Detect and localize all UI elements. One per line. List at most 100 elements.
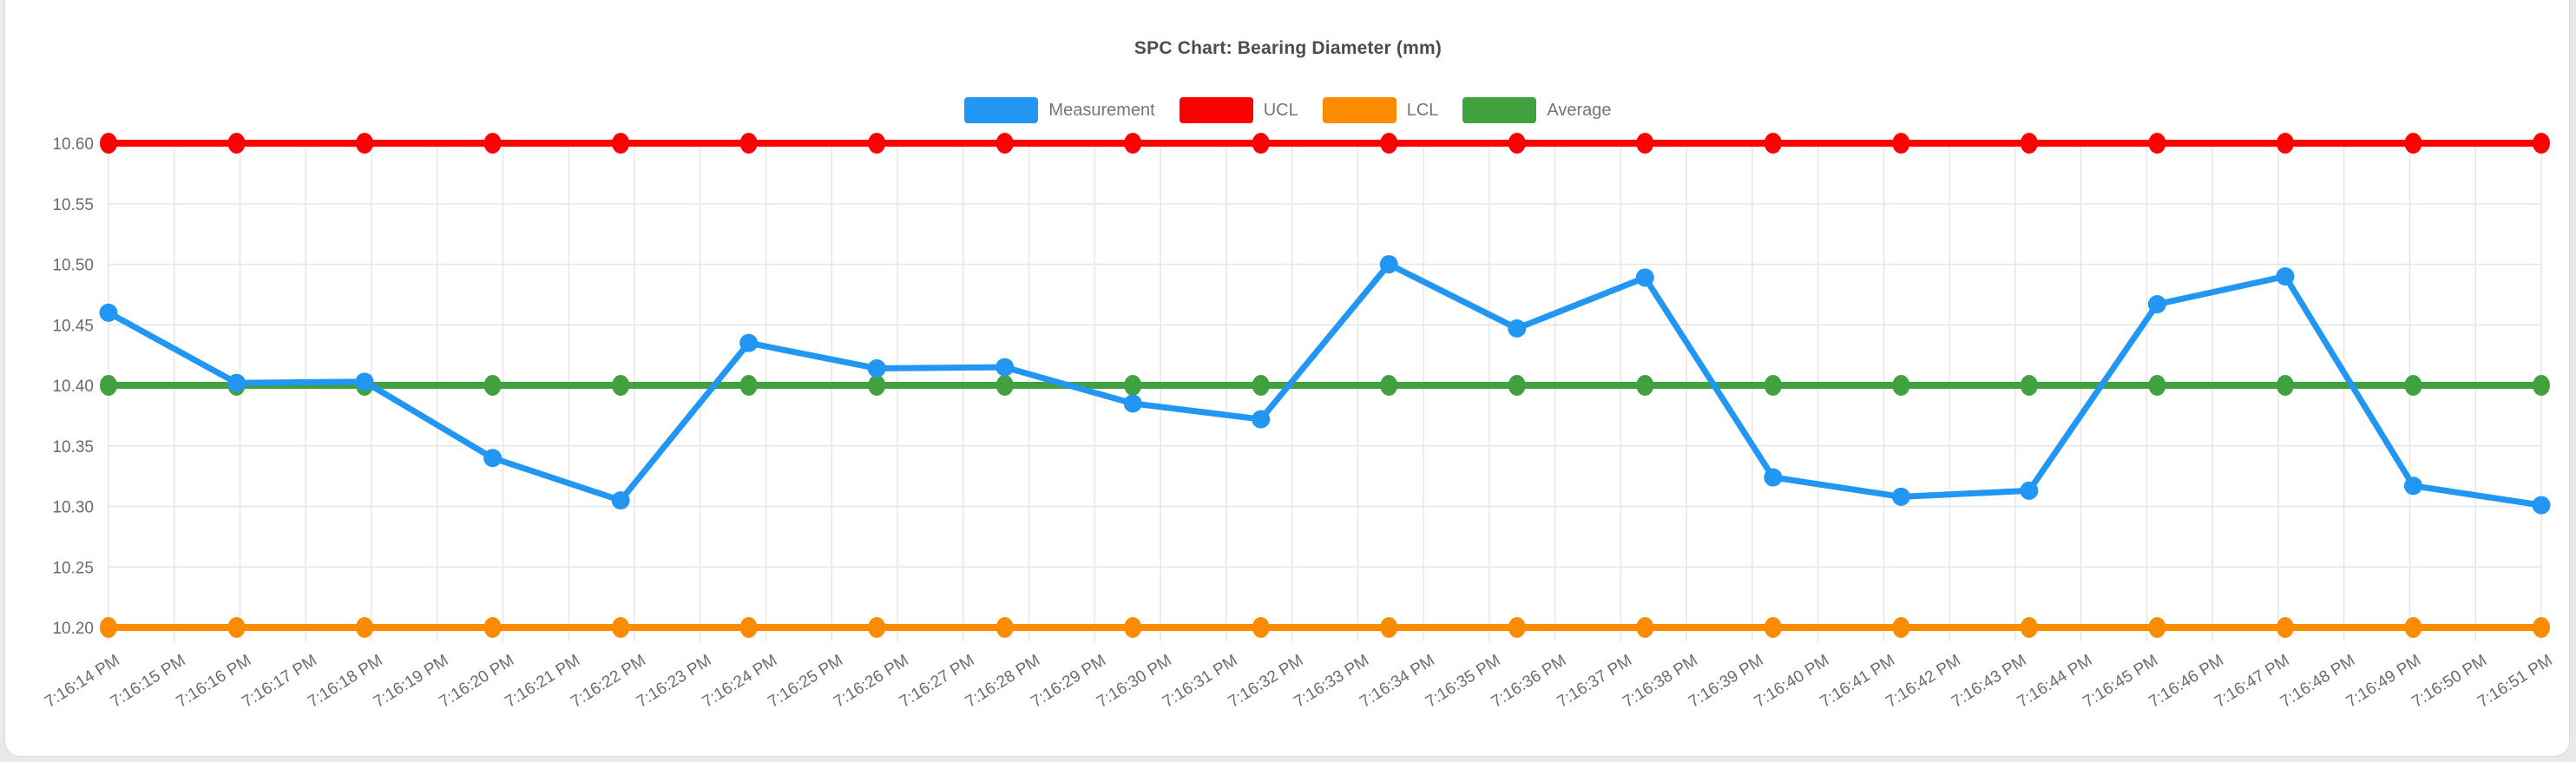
series-measurement-point[interactable] [2403,476,2422,496]
series-average-point[interactable] [2276,375,2294,396]
series-lcl-point[interactable] [1508,617,1526,638]
series-ucl-point[interactable] [1892,133,1910,154]
series-measurement-point[interactable] [2532,496,2551,515]
series-average-point[interactable] [2404,375,2422,396]
series-lcl-point[interactable] [227,617,246,638]
series-measurement-point[interactable] [1764,468,1783,487]
legend-swatch-measurement [964,97,1039,123]
legend-item-average[interactable]: Average [1462,97,1612,123]
series-measurement-point[interactable] [2276,266,2295,286]
series-measurement-line [105,261,2545,509]
series-lcl-point[interactable] [739,617,758,638]
legend-item-lcl[interactable]: LCL [1322,97,1439,123]
legend-label: LCL [1406,100,1439,120]
series-ucl-point[interactable] [2404,133,2422,154]
y-axis-label: 10.40 [52,378,94,396]
legend-label: Average [1547,100,1612,120]
series-measurement-point[interactable] [227,373,246,392]
series-lcl-point[interactable] [2533,617,2550,638]
series-measurement-point[interactable] [99,303,118,322]
series-measurement-point[interactable] [1508,319,1527,338]
series-lcl-point[interactable] [1764,617,1782,638]
series-ucl-point[interactable] [227,133,246,154]
series-ucl-point[interactable] [1764,133,1782,154]
series-average-point[interactable] [612,375,630,396]
series-lcl-point[interactable] [2148,617,2166,638]
series-measurement-point[interactable] [355,372,374,391]
series-average-point[interactable] [1508,375,1526,396]
series-average-point[interactable] [1252,375,1270,396]
series-ucl-point[interactable] [2148,133,2166,154]
series-average-point[interactable] [1892,375,1910,396]
series-lcl-point[interactable] [2020,617,2038,638]
series-lcl-point[interactable] [100,617,117,638]
y-axis-label: 10.45 [52,317,94,335]
chart-legend: Measurement UCL LCL Average [0,97,2576,123]
series-average-point[interactable] [739,375,758,396]
series-average-point[interactable] [1636,375,1654,396]
series-lcl-point[interactable] [1636,617,1654,638]
series-lcl-point[interactable] [483,617,502,638]
series-measurement-point[interactable] [2147,295,2166,314]
series-ucl-point[interactable] [2276,133,2294,154]
y-axis-label: 10.25 [52,559,94,577]
series-ucl-point[interactable] [483,133,502,154]
series-average-point[interactable] [1764,375,1782,396]
series-lcl-point[interactable] [1380,617,1398,638]
series-average-point[interactable] [1124,375,1142,396]
series-measurement-point[interactable] [867,358,886,378]
series-measurement-point[interactable] [483,449,503,468]
series-lcl-point[interactable] [2404,617,2422,638]
series-measurement-point[interactable] [1252,410,1271,429]
series-measurement-point[interactable] [996,358,1015,377]
series-average-point[interactable] [2020,375,2038,396]
series-ucl-point[interactable] [996,133,1014,154]
series-ucl-point[interactable] [1380,133,1398,154]
y-axis-label: 10.60 [52,135,94,154]
series-ucl-point[interactable] [1252,133,1270,154]
series-ucl-point[interactable] [612,133,630,154]
series-ucl-point[interactable] [100,133,117,154]
legend-swatch-lcl [1322,97,1396,123]
legend-item-measurement[interactable]: Measurement [964,97,1155,123]
legend-swatch-ucl [1179,97,1253,123]
series-measurement-point[interactable] [2020,481,2039,500]
series-measurement-point[interactable] [1379,255,1398,273]
series-measurement-point[interactable] [611,491,630,510]
series-ucl-point[interactable] [356,133,374,154]
y-axis-label: 10.30 [52,499,94,517]
series-ucl-point[interactable] [1124,133,1142,154]
y-axis-label: 10.35 [52,438,94,457]
series-measurement-point[interactable] [1123,394,1142,413]
series-average-point[interactable] [2148,375,2166,396]
series-lcl-point[interactable] [1892,617,1910,638]
series-measurement-point[interactable] [1891,487,1910,506]
series-average-point[interactable] [1380,375,1398,396]
series-ucl-point[interactable] [1636,133,1654,154]
chart-title: SPC Chart: Bearing Diameter (mm) [1134,38,1442,58]
series-average-point[interactable] [2533,375,2550,396]
series-measurement-point[interactable] [739,333,759,352]
series-ucl-point[interactable] [2020,133,2038,154]
series-average-point[interactable] [100,375,117,396]
legend-item-ucl[interactable]: UCL [1179,97,1298,123]
series-lcl-point[interactable] [1252,617,1270,638]
series-ucl-point[interactable] [868,133,886,154]
series-ucl-point[interactable] [739,133,758,154]
series-lcl-point[interactable] [1124,617,1142,638]
series-average-point[interactable] [483,375,502,396]
series-ucl-point[interactable] [2533,133,2550,154]
series-lcl-point[interactable] [868,617,886,638]
legend-swatch-average [1462,97,1537,123]
series-average-point[interactable] [996,375,1014,396]
legend-label: UCL [1263,100,1298,120]
series-ucl-point[interactable] [1508,133,1526,154]
series-lcl-point[interactable] [612,617,630,638]
series-lcl-point[interactable] [356,617,374,638]
series-lcl-point[interactable] [2276,617,2294,638]
x-axis-label: 7:16:51 PM [2474,651,2556,711]
series-measurement-point[interactable] [1635,268,1654,287]
series-lcl-point[interactable] [996,617,1014,638]
series-average-point[interactable] [868,375,886,396]
legend-label: Measurement [1048,100,1155,120]
